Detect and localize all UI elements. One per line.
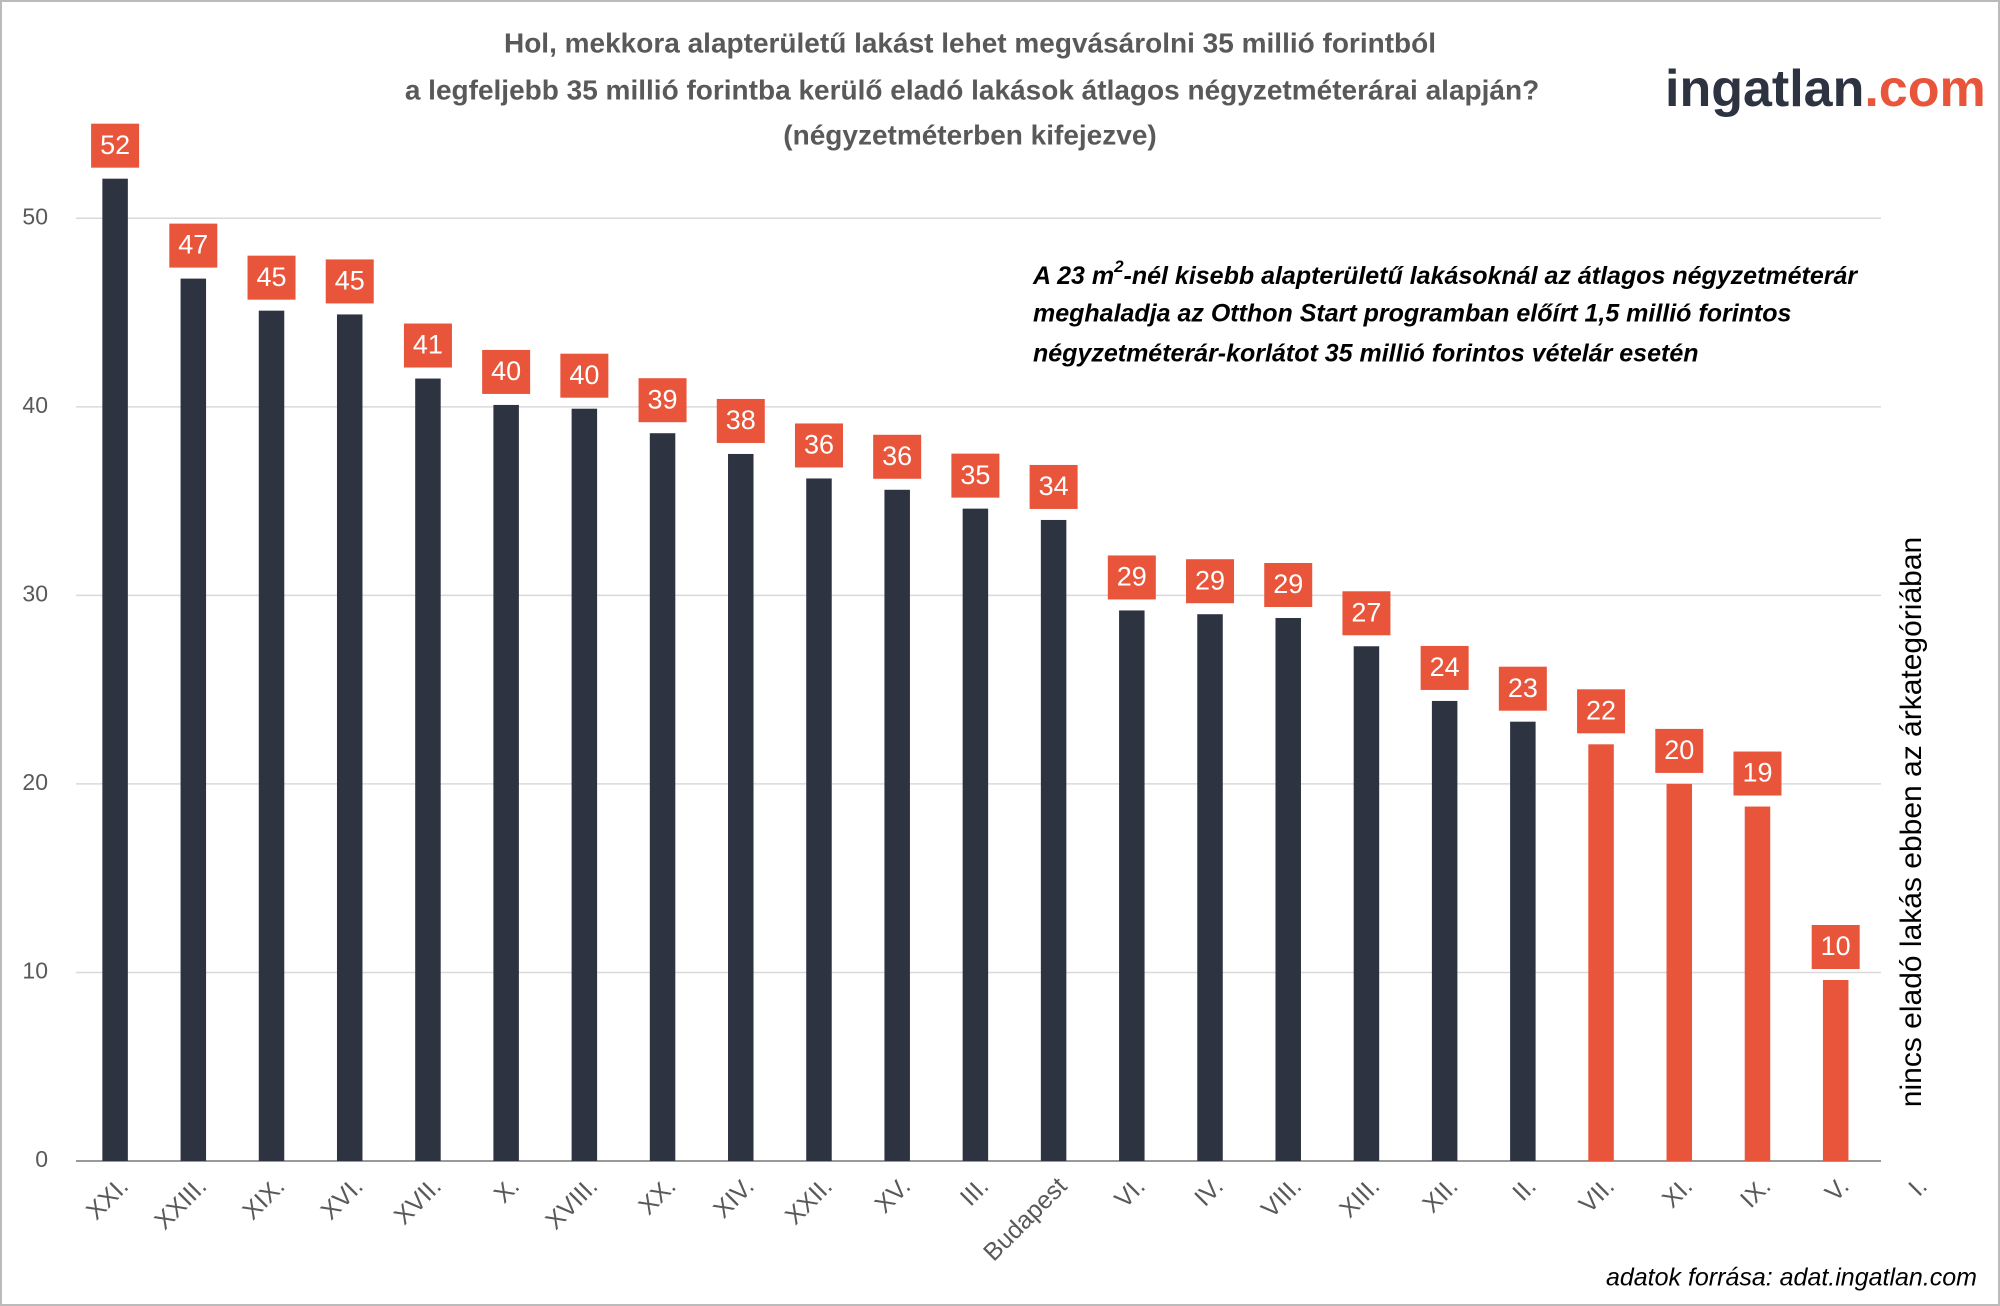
value-label: 39 (648, 384, 678, 414)
value-label: 22 (1586, 695, 1616, 725)
bar (493, 404, 519, 1161)
label-box (1811, 924, 1860, 969)
bar (415, 378, 441, 1161)
bar (1431, 700, 1458, 1161)
annotation: meghaladja az Otthon Start programban el… (1033, 300, 1792, 328)
value-label: 40 (491, 356, 521, 386)
bar (1197, 614, 1223, 1161)
bar (1040, 519, 1067, 1161)
bar (1510, 721, 1536, 1161)
annotation-text: -nél kisebb alapterületű lakásoknál az á… (1124, 262, 1859, 290)
bar (649, 433, 676, 1161)
logo: ingatlan.com (1665, 60, 1986, 118)
label-box (1107, 555, 1156, 600)
value-label: 36 (882, 441, 912, 471)
value-label: 29 (1117, 562, 1147, 592)
value-label: 38 (726, 405, 756, 435)
value-label: 47 (178, 230, 208, 260)
value-label: 20 (1664, 735, 1694, 765)
note: nincs eladó lakás ebben az árkategóriába… (1895, 537, 1928, 1107)
value-label: 45 (256, 262, 286, 292)
bar (962, 508, 989, 1162)
label-box (169, 223, 218, 268)
label-box (1186, 559, 1235, 604)
value-label: 24 (1430, 652, 1460, 682)
label-box (1655, 728, 1704, 773)
value-label: 45 (335, 266, 365, 296)
bar (1822, 979, 1849, 1161)
label-box (482, 349, 531, 394)
y-tick-label: 20 (22, 769, 48, 795)
label-box (1264, 562, 1313, 607)
annotation-text: A 23 m (1032, 262, 1114, 290)
value-label: 34 (1039, 471, 1069, 501)
bar (180, 278, 207, 1161)
label-box (1577, 689, 1626, 734)
value-label: 35 (960, 460, 990, 490)
value-label: 52 (100, 130, 130, 160)
chart-title: a legfeljebb 35 millió forintba kerülő e… (405, 74, 1539, 105)
annotation: négyzetméterár-korlátot 35 millió forint… (1033, 340, 1699, 368)
label-box (1342, 591, 1391, 636)
bar (1588, 744, 1614, 1161)
bar (258, 310, 285, 1161)
label-box (1733, 751, 1782, 796)
y-tick-label: 40 (22, 392, 48, 418)
label-box (325, 259, 374, 304)
label-box (873, 434, 922, 479)
label-box (794, 423, 843, 468)
bar (806, 478, 832, 1161)
source: adatok forrása: adat.ingatlan.com (1606, 1264, 1977, 1292)
label-box (1420, 645, 1469, 690)
value-label: 29 (1273, 569, 1303, 599)
value-label: 27 (1351, 597, 1381, 627)
y-tick-label: 50 (22, 203, 48, 229)
bar (571, 408, 598, 1162)
value-label: 41 (413, 330, 443, 360)
bar (1353, 646, 1380, 1161)
bar (1744, 806, 1771, 1161)
bar (884, 489, 910, 1161)
value-label: 36 (804, 430, 834, 460)
value-label: 10 (1821, 931, 1851, 961)
annotation-sup: 2 (1113, 257, 1124, 276)
bar (336, 314, 363, 1161)
bar (1119, 610, 1145, 1161)
value-label: 29 (1195, 565, 1225, 595)
y-tick-label: 10 (22, 958, 48, 984)
label-box (1498, 666, 1547, 711)
bar (728, 453, 754, 1161)
label-box (1029, 464, 1078, 509)
y-tick-label: 0 (35, 1146, 48, 1172)
label-box (91, 123, 140, 168)
label-box (247, 255, 296, 300)
value-label: 40 (569, 360, 599, 390)
chart-title: (négyzetméterben kifejezve) (783, 119, 1156, 150)
logo-part: ingatlan (1665, 60, 1864, 118)
label-box (951, 453, 1000, 498)
value-label: 19 (1742, 758, 1772, 788)
label-box (638, 378, 687, 423)
logo-part: .com (1864, 60, 1985, 118)
y-tick-label: 30 (22, 580, 48, 606)
label-box (560, 353, 609, 398)
bar (1666, 783, 1693, 1161)
value-label: 23 (1508, 673, 1538, 703)
chart-title: Hol, mekkora alapterületű lakást lehet m… (504, 27, 1436, 58)
label-box (403, 323, 452, 368)
annotation: A 23 m2-nél kisebb alapterületű lakásokn… (1032, 257, 1858, 289)
bar (1275, 617, 1301, 1161)
label-box (716, 398, 765, 443)
bar (102, 178, 128, 1162)
